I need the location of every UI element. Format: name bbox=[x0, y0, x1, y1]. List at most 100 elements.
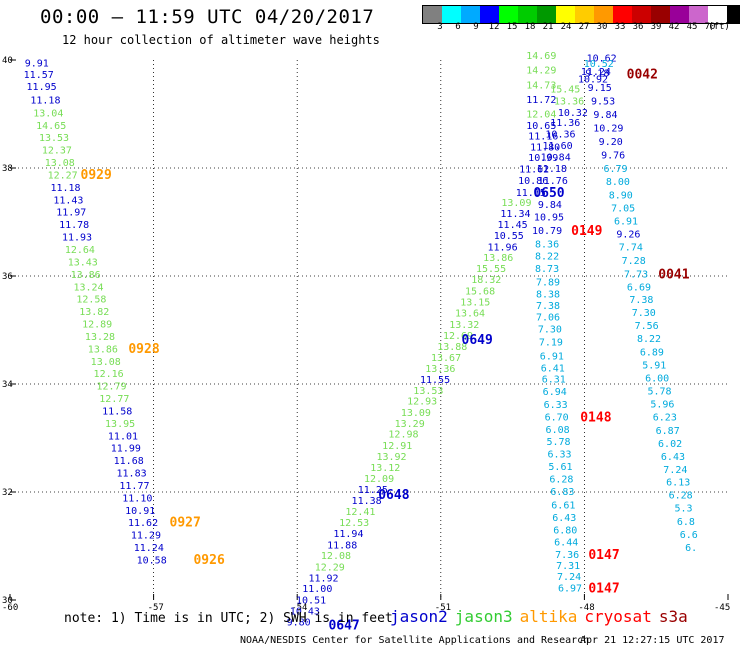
color-legend-labels: 3 6 9 12 15 18 21 24 27 30 33 36 39 42 45 70 (ft) bbox=[422, 22, 730, 34]
satellite-jason3: jason3 bbox=[454, 607, 513, 626]
swh-value: 6.23 bbox=[653, 412, 677, 423]
swh-value: 9.53 bbox=[591, 97, 615, 108]
swh-value: 6.69 bbox=[627, 282, 651, 293]
y-tick-label: 30 bbox=[2, 596, 13, 606]
swh-value: 10.36 bbox=[545, 129, 575, 140]
swh-value: 8.90 bbox=[609, 190, 633, 201]
swh-value: 18.32 bbox=[471, 275, 501, 286]
satellite-s3a: s3a bbox=[658, 607, 688, 626]
pass-time-label: 0650 bbox=[533, 186, 564, 201]
track-e: 10.6210.5211.2410.9215.4513.3610.3211.36… bbox=[532, 53, 620, 596]
swh-value: 13.12 bbox=[370, 463, 400, 474]
swh-value: 7.74 bbox=[619, 242, 643, 253]
swh-value: 12.53 bbox=[339, 518, 369, 529]
swh-value: 11.45 bbox=[498, 220, 528, 231]
swh-value: 13.88 bbox=[437, 342, 467, 353]
swh-value: 12.98 bbox=[388, 430, 418, 441]
swh-value: 7.28 bbox=[622, 256, 646, 267]
swh-value: 11.60 bbox=[543, 141, 573, 152]
y-tick-label: 38 bbox=[2, 164, 13, 174]
swh-value: 10.95 bbox=[534, 213, 564, 224]
x-tick-label: -51 bbox=[435, 603, 451, 613]
swh-value: 11.29 bbox=[131, 531, 161, 542]
swh-value: 8.36 bbox=[535, 240, 559, 251]
swh-value: 11.78 bbox=[59, 220, 89, 231]
swh-value: 10.91 bbox=[125, 506, 155, 517]
swh-value: 7.38 bbox=[536, 301, 560, 312]
swh-value: 6.43 bbox=[552, 513, 576, 524]
swh-value: 12.69 bbox=[443, 331, 473, 342]
swh-value: 6.70 bbox=[545, 412, 569, 423]
pass-time-label: 0649 bbox=[462, 333, 493, 348]
swh-value: 9.20 bbox=[599, 137, 623, 148]
legend-swatch bbox=[518, 6, 537, 23]
swh-value: 10.55 bbox=[494, 231, 524, 242]
swh-value: 13.64 bbox=[455, 309, 485, 320]
swh-value: 5.78 bbox=[547, 437, 571, 448]
x-tick-label: -57 bbox=[148, 603, 164, 613]
swh-value: 7.89 bbox=[536, 277, 560, 288]
swh-value: 13.36 bbox=[425, 364, 455, 375]
x-tick-label: -48 bbox=[578, 603, 594, 613]
swh-value: 12.93 bbox=[407, 397, 437, 408]
track-ee: 9.18 9.15 9.53 9.84 10.29 9.20 9.76 6.79 8.00 8.9… bbox=[585, 68, 698, 555]
swh-value: 13.86 bbox=[88, 344, 118, 355]
swh-value: 13.36 bbox=[554, 97, 584, 108]
legend-swatch bbox=[727, 6, 740, 23]
satellite-cryosat: cryosat bbox=[584, 607, 652, 626]
swh-value: 8.00 bbox=[606, 177, 630, 188]
swh-value: 6. bbox=[685, 543, 697, 554]
swh-value: 11.99 bbox=[111, 444, 141, 455]
y-tick-label: 32 bbox=[2, 488, 13, 498]
swh-value: 6.89 bbox=[640, 348, 664, 359]
swh-value: 6.94 bbox=[543, 387, 567, 398]
pass-time-label: 0041 bbox=[658, 267, 689, 282]
swh-value: 12.64 bbox=[65, 245, 95, 256]
swh-value: 10.92 bbox=[578, 74, 608, 85]
swh-value: 6.8 bbox=[677, 517, 695, 528]
swh-value: 7.56 bbox=[635, 321, 659, 332]
swh-value: 6.33 bbox=[544, 400, 568, 411]
swh-value: 7.30 bbox=[538, 324, 562, 335]
swh-value: 13.28 bbox=[85, 332, 115, 343]
swh-value: 11.18 bbox=[30, 95, 60, 106]
generation-timestamp: Apr 21 12:27:15 UTC 2017 bbox=[580, 635, 725, 646]
legend-swatch bbox=[594, 6, 613, 23]
swh-value: 13.29 bbox=[395, 419, 425, 430]
x-tick-label: -54 bbox=[291, 603, 307, 613]
swh-value: 10.52 bbox=[584, 59, 614, 70]
color-legend bbox=[422, 5, 740, 24]
swh-value: 11.92 bbox=[308, 573, 338, 584]
legend-label: 18 bbox=[524, 22, 536, 32]
swh-value: 13.09 bbox=[501, 198, 531, 209]
pass-time-label: 0928 bbox=[128, 342, 159, 357]
swh-value: 11.24 bbox=[581, 67, 611, 78]
swh-value: 6.28 bbox=[669, 491, 693, 502]
swh-value: 6.08 bbox=[546, 425, 570, 436]
legend-swatch bbox=[632, 6, 651, 23]
legend-swatch bbox=[423, 6, 442, 23]
legend-label: 6 bbox=[455, 22, 461, 32]
swh-value: 14.65 bbox=[36, 121, 66, 132]
swh-value: 12.09 bbox=[364, 474, 394, 485]
swh-value: 10.62 bbox=[587, 53, 617, 64]
pass-time-label: 0647 bbox=[328, 618, 359, 633]
legend-label: (ft) bbox=[708, 22, 730, 32]
swh-value: 11.62 bbox=[128, 518, 158, 529]
swh-value: 11.94 bbox=[333, 529, 363, 540]
pass-time-label: 0648 bbox=[378, 488, 409, 503]
swh-value: 12.41 bbox=[345, 507, 375, 518]
swh-value: 6.91 bbox=[540, 351, 564, 362]
swh-value: 6.79 bbox=[603, 164, 627, 175]
swh-value: 7.05 bbox=[611, 203, 635, 214]
swh-value: 6.33 bbox=[547, 450, 571, 461]
legend-label: 39 bbox=[650, 22, 662, 32]
swh-value: 12.04 bbox=[526, 109, 556, 120]
legend-label: 24 bbox=[560, 22, 572, 32]
swh-value: 6.87 bbox=[656, 426, 680, 437]
swh-value: 13.53 bbox=[413, 386, 443, 397]
swh-value: 11.80 bbox=[530, 142, 560, 153]
page-title: 00:00 – 11:59 UTC 04/20/2017 bbox=[40, 6, 375, 28]
legend-label: 21 bbox=[542, 22, 554, 32]
swh-value: 7.30 bbox=[632, 308, 656, 319]
